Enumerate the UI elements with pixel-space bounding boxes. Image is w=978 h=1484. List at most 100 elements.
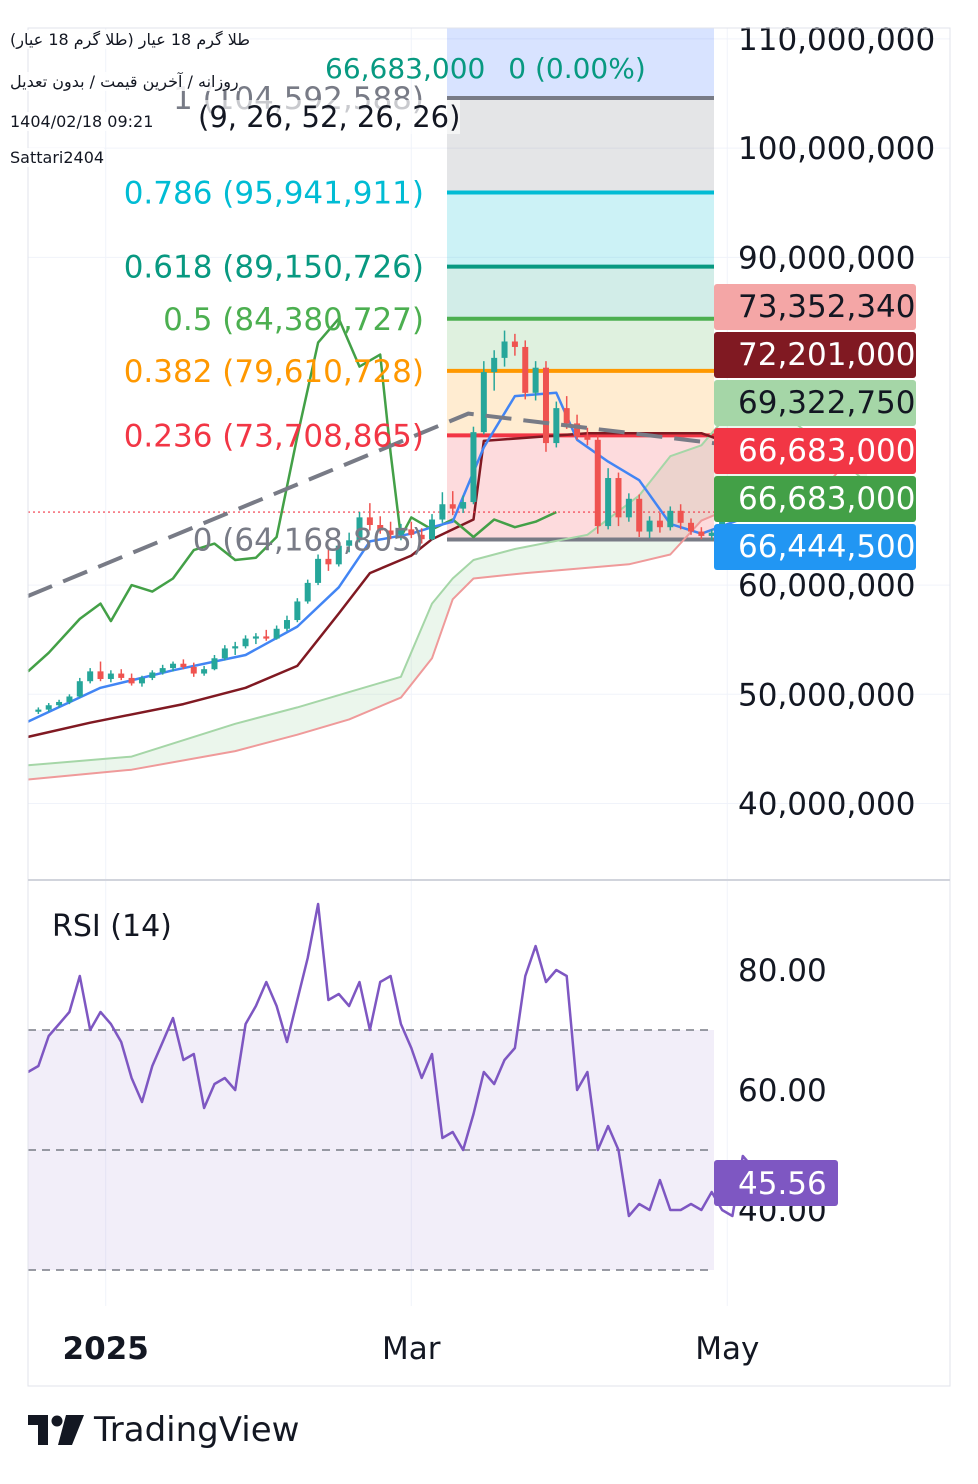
candle [615, 472, 622, 527]
candle [170, 661, 177, 672]
candle-body [35, 709, 42, 712]
candle [128, 673, 135, 686]
candle-body [170, 663, 177, 669]
candle-body [408, 529, 415, 535]
candle-body [273, 628, 280, 639]
candle-body [667, 510, 674, 528]
candle-body [76, 681, 83, 697]
candle-body [304, 582, 311, 602]
rsi-title: RSI (14) [52, 909, 172, 944]
candle-body [366, 517, 373, 525]
fib-band [447, 192, 714, 267]
candle-body [315, 558, 322, 583]
candle [283, 615, 290, 631]
candle [87, 668, 94, 684]
candle-body [491, 357, 498, 373]
candle-body [128, 677, 135, 684]
candle-body [584, 436, 591, 440]
timestamp: 1404/02/18 09:21 [10, 112, 154, 131]
candle-body [522, 346, 529, 393]
candle-body [594, 439, 601, 527]
candle-body [439, 504, 446, 520]
fib-band-above [447, 28, 714, 98]
candle [594, 435, 601, 534]
price-badge-bg [714, 524, 916, 570]
candle-body [460, 502, 467, 509]
last-price-readout: 66,683,000 0 (0.00%) [325, 52, 646, 85]
price-tick-label: 60,000,000 [738, 568, 916, 604]
candle [491, 350, 498, 391]
candle [470, 426, 477, 505]
candle [387, 521, 394, 540]
candle-body [159, 668, 166, 673]
price-change: 0 (0.00%) [508, 52, 646, 85]
price-badge-span_a: 69,322,750 [738, 385, 916, 421]
candle [252, 633, 259, 645]
price-badge-span_b: 73,352,340 [738, 289, 916, 325]
candle-body [45, 705, 52, 710]
candle-body [625, 498, 632, 518]
candle [35, 707, 42, 714]
candle [688, 518, 695, 535]
candle-body [107, 673, 114, 680]
time-tick-label: 2025 [63, 1331, 149, 1367]
candle-body [221, 648, 228, 659]
price-badge-price: 66,683,000 [738, 433, 916, 469]
time-tick-label: May [695, 1331, 759, 1367]
candle [625, 493, 632, 522]
candle [263, 629, 270, 641]
candle-body [294, 601, 301, 621]
price-badge-bg [714, 476, 916, 522]
candle [377, 516, 384, 534]
candle [656, 512, 663, 533]
candle-body [387, 530, 394, 535]
tradingview-logo[interactable]: TradingView [28, 1410, 299, 1450]
candles [35, 330, 757, 714]
candle-body [470, 432, 477, 503]
price-badge-bg [714, 380, 916, 426]
candle [149, 670, 156, 681]
candle-body [677, 510, 684, 523]
candle [294, 598, 301, 623]
candle [511, 333, 518, 356]
candle-body [377, 525, 384, 531]
candle [325, 546, 332, 571]
candle [66, 694, 73, 705]
candle [273, 625, 280, 640]
fib-retracement [447, 28, 714, 542]
candle-body [429, 519, 436, 540]
kijun-line [27, 431, 754, 739]
fib-label-0.382: 0.382 (79,610,728) [124, 354, 424, 390]
candle-body [480, 372, 487, 433]
fib-band [447, 318, 714, 371]
candle-body [397, 529, 404, 535]
candle [190, 662, 197, 677]
candle [636, 494, 643, 538]
tradingview-icon [28, 1415, 84, 1445]
rsi-tick-label: 60.00 [738, 1073, 827, 1109]
candle [698, 527, 705, 540]
author-name: Sattari2404 [10, 148, 105, 167]
candle [346, 532, 353, 553]
candle-body [201, 669, 208, 674]
candle-body [511, 341, 518, 347]
candle-body [501, 341, 508, 358]
candle-body [688, 522, 695, 532]
fib-band [447, 370, 714, 436]
candle [159, 664, 166, 675]
fib-label-0.236: 0.236 (73,708,865) [124, 418, 424, 454]
candle-body [56, 701, 63, 706]
candle [107, 670, 114, 683]
candle-body [138, 677, 145, 684]
candle-body [211, 658, 218, 670]
candle [201, 665, 208, 676]
candle-body [574, 423, 581, 437]
candle-body [553, 408, 560, 444]
candle [45, 703, 52, 712]
candle [232, 641, 239, 655]
candle [408, 521, 415, 539]
brand-name: TradingView [94, 1410, 300, 1450]
candle-body [232, 646, 239, 649]
